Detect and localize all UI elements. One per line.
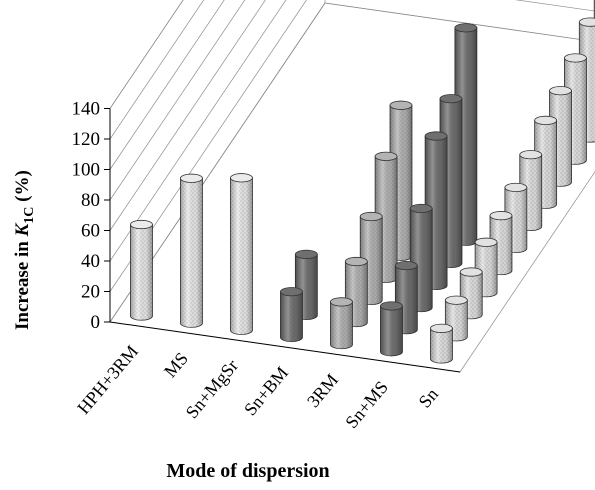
bar-top xyxy=(439,94,463,104)
bar-top xyxy=(549,86,572,96)
x-tick-label: Sn+MgSr xyxy=(182,356,242,423)
x-axis xyxy=(109,321,461,373)
bar-top xyxy=(230,173,253,183)
x-tick-label: MS xyxy=(160,348,192,381)
bar-top xyxy=(380,301,403,311)
bar-top xyxy=(180,173,203,183)
y-axis-label: Increase in K1C (%) xyxy=(12,170,37,330)
y-tick-label: 140 xyxy=(72,99,101,120)
bar-top xyxy=(430,323,453,333)
bar-shading xyxy=(330,301,353,349)
y-tick-label: 100 xyxy=(72,160,101,181)
y-tick-label: 120 xyxy=(72,129,101,150)
x-tick-label: 3RM xyxy=(303,370,342,411)
y-tick-label: 80 xyxy=(81,190,100,211)
gridline xyxy=(109,0,225,170)
bar-top xyxy=(564,53,587,63)
bar-top xyxy=(534,115,558,125)
gridline xyxy=(109,0,246,201)
bar-top xyxy=(578,17,595,27)
y-tick-label: 60 xyxy=(81,221,100,242)
bar-top xyxy=(444,295,468,305)
bar-top xyxy=(519,150,543,160)
bar-shading xyxy=(280,291,303,342)
y-tick-label: 20 xyxy=(81,282,100,303)
bar xyxy=(280,287,303,342)
y-axis-label-main: Increase in xyxy=(12,236,33,330)
x-tick-label: Sn xyxy=(415,384,443,411)
bar xyxy=(180,173,203,328)
bar-top xyxy=(409,203,433,214)
bar-top xyxy=(389,100,413,110)
bar xyxy=(430,323,453,364)
bar xyxy=(380,301,403,357)
bar-top xyxy=(459,267,483,277)
bar-top xyxy=(130,219,153,230)
gridline xyxy=(109,0,266,231)
y-axis-label-symbol: K xyxy=(12,222,33,237)
bar-shading xyxy=(430,328,453,364)
y-tick-label: 0 xyxy=(91,312,101,333)
bar-top xyxy=(280,287,303,297)
bar-top xyxy=(454,23,478,33)
bar-top xyxy=(344,256,368,267)
x-tick-label: HPH+3RM xyxy=(73,341,142,418)
bar xyxy=(330,297,353,350)
bar-top xyxy=(504,182,528,193)
bar-top xyxy=(359,211,383,222)
bar xyxy=(394,260,418,335)
x-tick-label: Sn+BM xyxy=(240,363,292,420)
y-tick-label: 40 xyxy=(81,251,100,272)
bar-shading xyxy=(130,224,153,321)
bar-top xyxy=(330,297,353,307)
gridline xyxy=(109,0,205,140)
x-tick-label: Sn+MS xyxy=(341,377,392,432)
bar-top xyxy=(424,131,448,141)
bar-top xyxy=(374,151,398,161)
bar xyxy=(230,173,253,335)
bar-top xyxy=(294,249,318,259)
x-axis-label: Mode of dispersion xyxy=(166,460,329,482)
gridline xyxy=(109,0,184,109)
y-axis-label-unit: (%) xyxy=(12,170,33,206)
bar-top xyxy=(394,260,418,271)
y-axis-label-subscript: 1C xyxy=(22,207,37,224)
gridline xyxy=(109,0,287,262)
bar-shading xyxy=(180,178,203,328)
bar xyxy=(130,219,153,321)
bar-top xyxy=(474,237,498,247)
bar-shading xyxy=(380,305,403,356)
bar-top xyxy=(489,211,513,221)
bars xyxy=(130,0,595,364)
bar-shading xyxy=(230,177,253,335)
